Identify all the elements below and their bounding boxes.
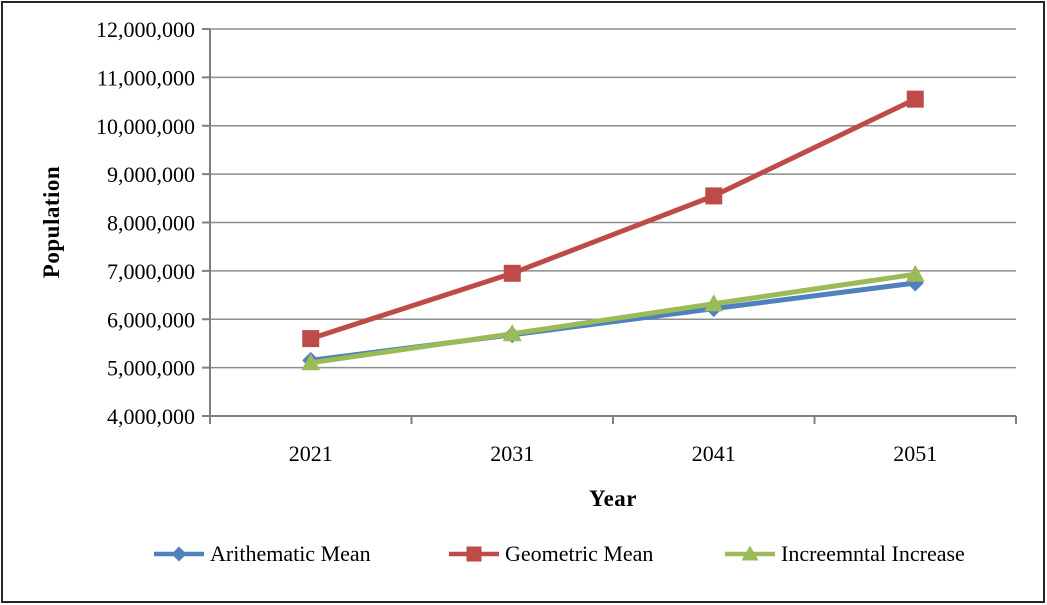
square-marker: [503, 264, 521, 282]
triangle-marker: [301, 353, 321, 371]
diamond-marker-icon: [154, 546, 204, 562]
triangle-marker: [741, 545, 759, 561]
increemntal-increase-line: [310, 271, 916, 366]
geometric-mean-line: [309, 96, 917, 341]
triangle-marker: [704, 294, 724, 312]
square-marker-icon: [449, 546, 499, 562]
y-tick-label: 10,000,000: [96, 114, 195, 139]
triangle-marker: [905, 264, 925, 282]
y-tick-label: 11,000,000: [97, 65, 195, 90]
y-tick-label: 9,000,000: [107, 162, 195, 187]
square-marker: [705, 187, 723, 205]
legend-label: Geometric Mean: [505, 541, 654, 566]
triangle-marker: [502, 324, 522, 342]
y-tick-label: 4,000,000: [107, 404, 195, 429]
x-tick-label: 2021: [289, 441, 333, 466]
legend-entry-incremental-increase: Increemntal Increase: [724, 541, 965, 567]
diamond-marker: [171, 546, 187, 562]
triangle-marker-icon: [725, 545, 775, 561]
y-tick-label: 8,000,000: [107, 211, 195, 236]
legend-label: Arithematic Mean: [210, 541, 371, 566]
x-tick-label: 2051: [893, 441, 937, 466]
legend-label: Increemntal Increase: [781, 541, 965, 566]
x-tick-label: 2041: [692, 441, 736, 466]
square-marker: [466, 546, 482, 562]
x-axis-title: Year: [589, 486, 637, 511]
y-tick-label: 12,000,000: [96, 17, 195, 42]
legend-entry-arithmetic-mean: Arithematic Mean: [153, 541, 371, 567]
y-tick-label: 6,000,000: [107, 307, 195, 332]
square-marker: [906, 90, 924, 108]
legend-entry-geometric-mean: Geometric Mean: [448, 541, 653, 567]
x-tick-label: 2031: [490, 441, 534, 466]
square-marker: [302, 330, 320, 348]
y-axis-title: Population: [39, 165, 64, 279]
y-tick-label: 5,000,000: [107, 356, 195, 381]
legend: Arithematic Mean Geometric Mean Increemn…: [0, 541, 1047, 571]
y-tick-label: 7,000,000: [107, 259, 195, 284]
